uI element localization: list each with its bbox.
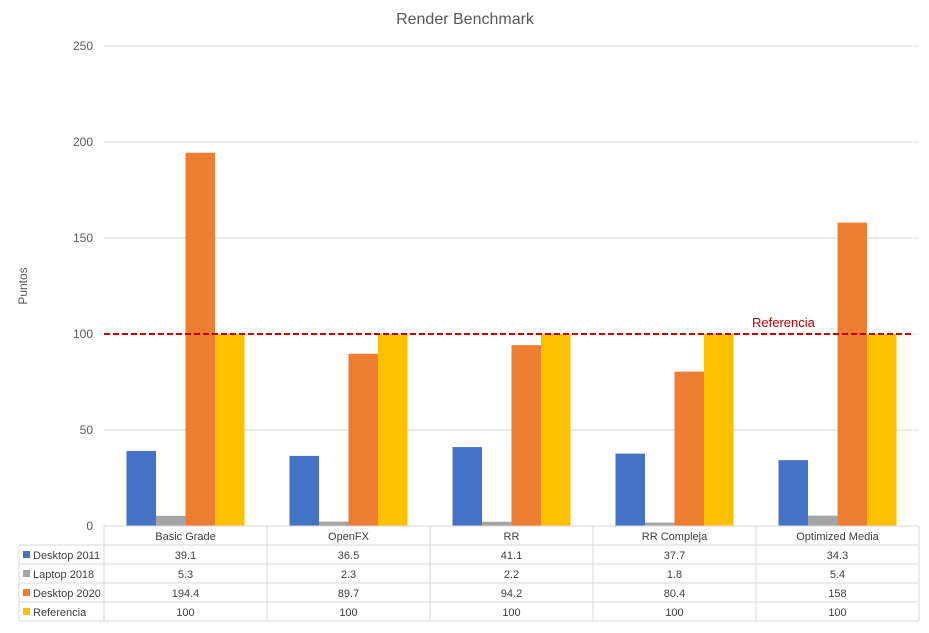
data-label: 5.3: [178, 569, 193, 581]
data-label: 2.2: [504, 569, 519, 581]
bar: [808, 515, 838, 526]
data-label: 158: [828, 588, 846, 600]
bar: [156, 515, 186, 526]
data-label: 2.3: [341, 569, 356, 581]
data-label: 100: [828, 607, 846, 619]
y-tick-label: 150: [73, 231, 93, 245]
y-tick-label: 250: [73, 39, 93, 53]
bar: [348, 353, 378, 526]
bar: [126, 450, 156, 526]
reference-line-group: Referencia: [104, 315, 914, 335]
bar: [452, 447, 482, 526]
legend-label: Desktop 2011: [33, 550, 100, 562]
legend-swatch: [23, 570, 30, 577]
bar: [541, 334, 571, 526]
data-label: 1.8: [667, 569, 682, 581]
y-tick-label: 0: [86, 519, 93, 533]
data-label: 39.1: [175, 550, 196, 562]
data-label: 41.1: [501, 550, 522, 562]
bar: [215, 334, 245, 526]
legend-swatch: [23, 551, 30, 558]
data-label: 100: [502, 607, 520, 619]
bar: [319, 521, 349, 526]
data-label: 36.5: [338, 550, 359, 562]
legend-label: Laptop 2018: [33, 569, 94, 581]
bar: [378, 334, 408, 526]
category-label: Optimized Media: [796, 531, 879, 543]
reference-line-label: Referencia: [752, 315, 816, 330]
bar: [704, 334, 734, 526]
data-label: 37.7: [664, 550, 685, 562]
y-tick-label: 50: [80, 423, 94, 437]
bar: [674, 371, 704, 526]
category-label: RR: [504, 531, 520, 543]
bar: [867, 334, 897, 526]
data-label: 100: [339, 607, 357, 619]
bar: [185, 152, 215, 526]
y-tick-label: 200: [73, 135, 93, 149]
data-label: 89.7: [338, 588, 359, 600]
data-label: 94.2: [501, 588, 522, 600]
bar: [837, 222, 867, 526]
data-table: Basic Grade OpenFX RR RR Compleja Optimized …: [18, 525, 920, 622]
bar: [645, 522, 675, 526]
bar: [482, 521, 512, 526]
legend-label: Desktop 2020: [33, 588, 101, 600]
bar: [615, 453, 645, 526]
data-label: 194.4: [172, 588, 200, 600]
y-axis-label: Puntos: [16, 267, 30, 304]
chart-title: Render Benchmark: [396, 11, 535, 28]
legend-swatch: [23, 608, 30, 615]
data-label: 100: [176, 607, 194, 619]
category-label: Basic Grade: [155, 531, 216, 543]
bar: [289, 455, 319, 526]
data-label: 80.4: [664, 588, 685, 600]
legend-swatch: [23, 589, 30, 596]
category-label: OpenFX: [328, 531, 370, 543]
y-tick-label: 100: [73, 327, 93, 341]
bars: [126, 152, 897, 526]
category-label: RR Compleja: [642, 531, 708, 543]
bar: [778, 460, 808, 526]
bar: [511, 345, 541, 526]
data-label: 5.4: [830, 569, 845, 581]
data-label: 34.3: [827, 550, 848, 562]
legend-label: Referencia: [33, 607, 87, 619]
data-label: 100: [665, 607, 683, 619]
